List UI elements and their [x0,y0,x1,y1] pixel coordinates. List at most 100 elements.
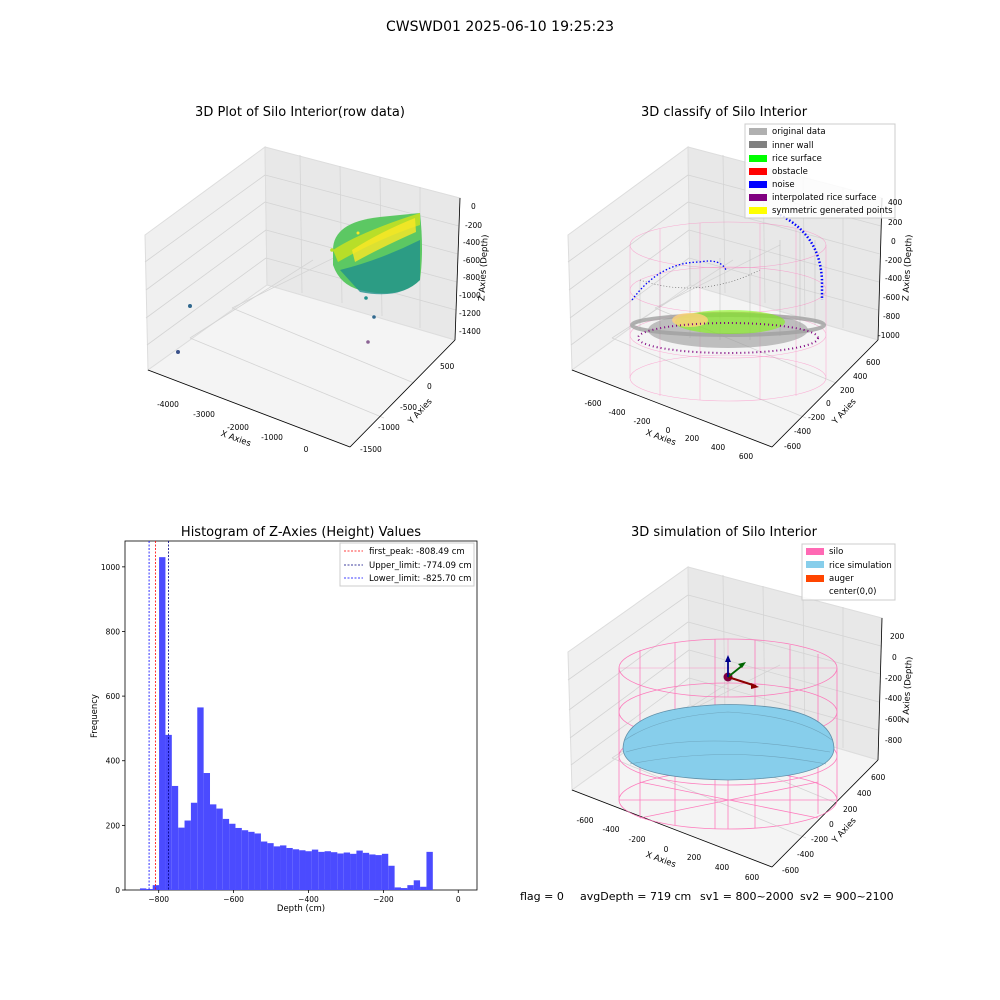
panel1-x-ticks: -4000 -3000 -2000 -1000 0 [157,400,309,454]
panel2-ztick: -400 [885,274,902,283]
histogram-bar [305,851,312,890]
panel4-ytick: 0 [829,820,834,829]
histogram-bar [388,865,395,890]
legend-label: auger [829,574,854,584]
legend-swatch-rice-sim [806,561,824,568]
legend-swatch-inner-wall [749,141,767,148]
panel2-ylabel: Y Axies [830,396,859,427]
panel4-auger [723,655,759,689]
histogram-bar [362,852,370,890]
panel4-xtick: 400 [715,863,730,872]
histogram-bar [241,830,249,890]
histogram-bar [324,851,331,890]
panel4-xtick: -200 [628,835,645,844]
panel4-xtick: 600 [745,873,760,882]
histogram-bar [146,889,153,890]
panel1-ztick: 0 [471,202,476,211]
panel4-ytick: -200 [811,835,828,844]
histogram-bars [139,557,433,890]
histogram-bar [171,785,179,890]
panel-histogram: Histogram of Z-Axies (Height) Values −80… [90,525,478,914]
histogram-title: Histogram of Z-Axies (Height) Values [181,525,421,540]
panel1-ytick: -500 [400,403,417,412]
histogram-bar [394,887,401,890]
histogram-bar [356,850,363,890]
panel1-axes-box [144,146,461,448]
histogram-bar [159,557,166,890]
panel4-rice-simulation [622,704,835,781]
histogram-bar [184,820,191,890]
legend-label: noise [772,180,795,190]
panel4-x-ticks: -600 -400 -200 0 200 400 600 [576,816,759,882]
histogram-bar [337,853,344,890]
legend-swatch-rice-surface [749,155,767,162]
histogram-bar [318,851,325,890]
histogram-bar [426,851,433,890]
panel2-xtick: 0 [666,426,671,435]
panel2-xtick: 200 [685,434,700,443]
histogram-xtick-label: −200 [373,895,394,904]
footer-flag: flag = 0 [520,890,564,903]
panel1-zlabel: Z Axies (Depth) [477,234,490,301]
panel2-xtick: 400 [711,443,726,452]
figure-suptitle: CWSWD01 2025-06-10 19:25:23 [386,19,614,35]
panel4-ztick: -200 [885,674,902,683]
histogram-bar [299,850,306,890]
panel-classify: 3D classify of Silo Interior [567,105,915,461]
legend-label: Upper_limit: -774.09 cm [369,561,472,571]
histogram-ytick-label: 0 [115,886,120,895]
panel4-xtick: 200 [687,853,702,862]
panel1-ztick: -1000 [459,291,481,300]
panel1-title: 3D Plot of Silo Interior(row data) [195,105,405,120]
histogram-bar [267,843,274,890]
panel2-xtick: 600 [739,452,754,461]
panel1-ztick: -600 [463,256,480,265]
panel1-xtick: -1000 [261,433,283,442]
panel4-xtick: 0 [664,845,669,854]
histogram-legend: first_peak: -808.49 cm Upper_limit: -774… [339,542,475,587]
histogram-bar [292,849,300,890]
panel2-ztick: -200 [885,256,902,265]
panel1-ytick: -1500 [360,445,382,454]
histogram-bar [381,853,389,890]
panel-simulation: 3D simulation of Silo Interior [567,525,915,882]
legend-label: center(0,0) [829,587,877,597]
panel4-ytick: 200 [843,805,858,814]
histogram-bar [210,804,217,890]
legend-swatch-symmetric [749,207,767,214]
panel2-xtick: -400 [608,408,625,417]
histogram-bar [369,854,376,890]
panel4-ytick: -400 [797,850,814,859]
legend-swatch-obstacle [749,168,767,175]
panel4-xtick: -400 [602,825,619,834]
panel1-y-ticks: 500 0 -500 -1000 -1500 [360,362,455,454]
histogram-bar [197,707,204,890]
legend-label: symmetric generated points [772,206,893,216]
panel2-ztick: -600 [883,293,900,302]
panel1-xlabel: X Axies [219,429,252,449]
panel2-ytick: 600 [866,358,881,367]
histogram-bar [248,831,255,890]
panel2-ztick: -1000 [878,331,900,340]
panel4-ztick: -400 [885,694,902,703]
panel2-ytick: -600 [784,442,801,451]
histogram-xlabel: Depth (cm) [277,904,325,914]
histogram-x-ticks: −800 −600 −400 −200 0 [148,890,461,904]
panel2-ztick: 0 [891,237,896,246]
panel1-z-ticks: 0 -200 -400 -600 -800 -1000 -1200 -1400 [459,202,482,336]
panel2-ytick: 400 [853,372,868,381]
panel2-ytick: 200 [840,386,855,395]
footer-avg-depth: avgDepth = 719 cm [580,890,691,903]
panel4-xlabel: X Axies [644,850,677,870]
legend-label: interpolated rice surface [772,193,877,203]
panel2-xtick: -600 [584,399,601,408]
panel1-xtick: -4000 [157,400,179,409]
histogram-bar [343,852,351,890]
panel1-ytick: 0 [427,382,432,391]
histogram-bar [235,827,242,890]
panel1-ztick: -1200 [459,309,481,318]
histogram-ytick-label: 400 [106,757,121,766]
panel1-ztick: -1400 [459,327,481,336]
histogram-bar [254,833,261,890]
legend-label: Lower_limit: -825.70 cm [369,574,471,584]
